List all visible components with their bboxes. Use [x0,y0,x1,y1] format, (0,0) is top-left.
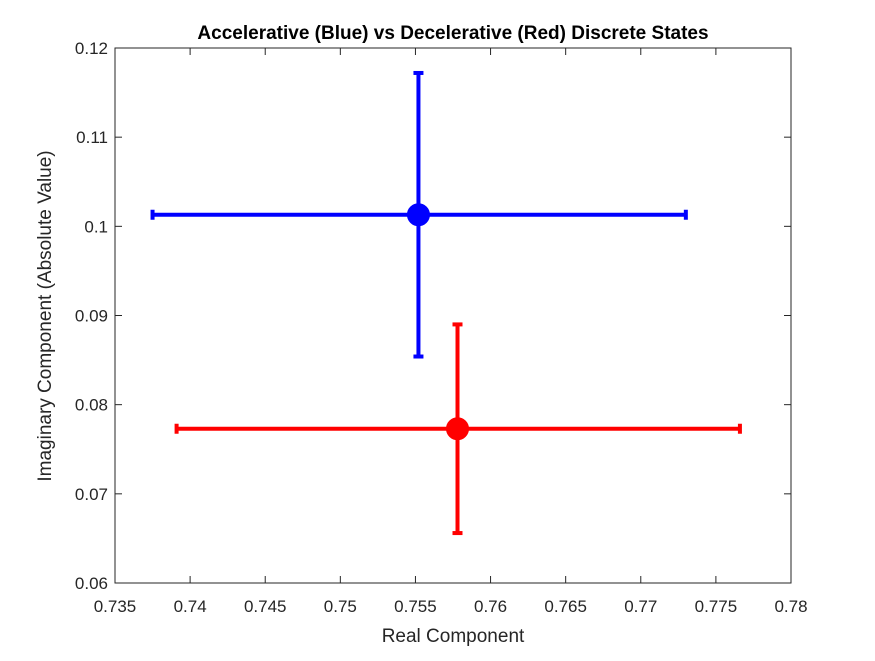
x-tick-label: 0.74 [174,597,207,616]
y-tick-label: 0.08 [75,396,108,415]
x-tick-label: 0.735 [94,597,137,616]
plot-area [114,47,792,584]
chart-title: Accelerative (Blue) vs Decelerative (Red… [197,23,708,44]
x-tick-label: 0.77 [624,597,657,616]
x-axis-label: Real Component [382,626,525,647]
axes-box [114,47,792,584]
data-point [406,203,430,227]
x-tick-label: 0.745 [244,597,287,616]
series-1 [174,322,742,536]
x-tick-label: 0.76 [474,597,507,616]
x-axis-ticks: 0.735 0.74 0.745 0.75 0.755 0.76 0.765 0.77 0.77… [94,48,808,616]
y-tick-label: 0.1 [84,217,108,236]
y-tick-label: 0.09 [75,307,108,326]
x-tick-label: 0.775 [695,597,738,616]
y-axis-label: Imaginary Component (Absolute Value) [35,150,56,481]
series-layer [150,70,742,536]
y-tick-label: 0.12 [75,39,108,58]
y-axis-ticks: 0.06 0.07 0.08 0.09 0.1 0.11 0.12 [75,39,791,593]
x-tick-label: 0.78 [774,597,807,616]
y-tick-label: 0.06 [75,574,108,593]
y-tick-label: 0.11 [76,128,108,147]
x-tick-label: 0.755 [394,597,437,616]
x-tick-label: 0.75 [324,597,357,616]
x-tick-label: 0.765 [544,597,587,616]
series-0 [150,70,688,359]
y-tick-label: 0.07 [75,485,108,504]
data-point [446,417,470,441]
